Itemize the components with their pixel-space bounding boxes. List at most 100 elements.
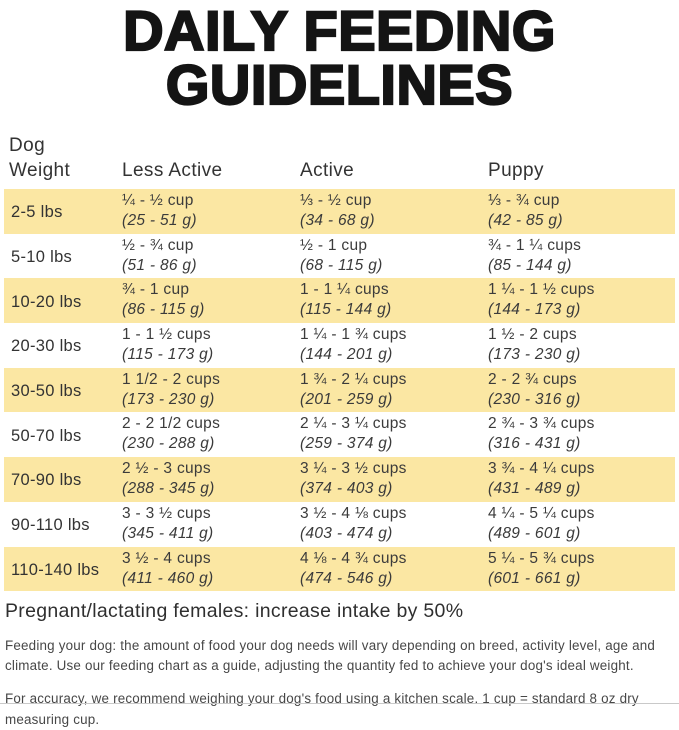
- cups-text: 2 ¾ - 3 ¾ cups: [488, 415, 595, 433]
- weight-cell: 50-70 lbs: [11, 426, 82, 445]
- less-active-cell: 2 ½ - 3 cups (288 - 345 g): [122, 457, 300, 502]
- less-active-cell: 1 - 1 ½ cups (115 - 173 g): [122, 323, 300, 368]
- cups-text: 1 1/2 - 2 cups: [122, 370, 221, 388]
- grams-text: (316 - 431 g): [488, 435, 581, 453]
- cups-text: 2 ½ - 3 cups: [122, 460, 211, 478]
- grams-text: (173 - 230 g): [122, 390, 215, 408]
- cups-text: ½ - ¾ cup: [122, 236, 194, 254]
- header-puppy: Puppy: [488, 160, 544, 181]
- weight-cell: 2-5 lbs: [11, 203, 63, 222]
- weight-cell: 110-140 lbs: [11, 560, 100, 579]
- cups-text: 1 - 1 ½ cups: [122, 326, 211, 344]
- grams-text: (230 - 316 g): [488, 390, 581, 408]
- less-active-cell: ¾ - 1 cup (86 - 115 g): [122, 278, 300, 323]
- weight-cell: 20-30 lbs: [11, 337, 82, 356]
- cups-text: ¾ - 1 ¼ cups: [488, 236, 582, 254]
- weight-cell: 10-20 lbs: [11, 292, 82, 311]
- weight-cell: 30-50 lbs: [11, 382, 82, 401]
- grams-text: (201 - 259 g): [300, 390, 393, 408]
- grams-text: (374 - 403 g): [300, 480, 393, 498]
- active-cell: 1 ¾ - 2 ¼ cups (201 - 259 g): [300, 368, 488, 413]
- weight-cell: 70-90 lbs: [11, 471, 82, 490]
- cups-text: 1 ¼ - 1 ¾ cups: [300, 326, 407, 344]
- table-row: 10-20 lbs ¾ - 1 cup (86 - 115 g) 1 - 1 ¼…: [4, 278, 675, 324]
- puppy-cell: 2 ¾ - 3 ¾ cups (316 - 431 g): [488, 412, 675, 457]
- header-active: Active: [300, 160, 355, 181]
- feeding-note: Feeding your dog: the amount of food you…: [5, 638, 656, 674]
- grams-text: (115 - 144 g): [300, 301, 392, 319]
- accuracy-note: For accuracy, we recommend weighing your…: [5, 691, 639, 727]
- grams-text: (85 - 144 g): [488, 256, 572, 274]
- cups-text: 4 ¼ - 5 ¼ cups: [488, 504, 595, 522]
- grams-text: (345 - 411 g): [122, 524, 214, 542]
- table-row: 5-10 lbs ½ - ¾ cup (51 - 86 g) ½ - 1 cup…: [4, 234, 675, 279]
- grams-text: (230 - 288 g): [122, 435, 215, 453]
- grams-text: (489 - 601 g): [488, 524, 581, 542]
- puppy-cell: ⅓ - ¾ cup (42 - 85 g): [488, 189, 675, 234]
- grams-text: (115 - 173 g): [122, 346, 214, 364]
- active-cell: 3 ½ - 4 ⅛ cups (403 - 474 g): [300, 502, 488, 547]
- less-active-cell: 1 1/2 - 2 cups (173 - 230 g): [122, 368, 300, 413]
- pregnant-note: Pregnant/lactating females: increase int…: [5, 600, 464, 623]
- header-dog-weight: Dog Weight: [4, 133, 122, 186]
- table-row: 110-140 lbs 3 ½ - 4 cups (411 - 460 g) 4…: [4, 546, 675, 592]
- less-active-cell: ¼ - ½ cup (25 - 51 g): [122, 189, 300, 234]
- grams-text: (601 - 661 g): [488, 569, 581, 587]
- cups-text: 1 ½ - 2 cups: [488, 326, 577, 344]
- grams-text: (25 - 51 g): [122, 212, 197, 229]
- puppy-cell: 1 ¼ - 1 ½ cups (144 - 173 g): [488, 278, 675, 323]
- cups-text: 4 ⅛ - 4 ¾ cups: [300, 549, 407, 567]
- cups-text: 1 - 1 ¼ cups: [300, 281, 389, 299]
- table-row: 30-50 lbs 1 1/2 - 2 cups (173 - 230 g) 1…: [4, 367, 675, 413]
- active-cell: 3 ¼ - 3 ½ cups (374 - 403 g): [300, 457, 488, 502]
- cups-text: ¼ - ½ cup: [122, 192, 194, 209]
- cups-text: 2 - 2 1/2 cups: [122, 415, 221, 433]
- less-active-cell: ½ - ¾ cup (51 - 86 g): [122, 234, 300, 279]
- active-cell: 1 - 1 ¼ cups (115 - 144 g): [300, 278, 488, 323]
- table-row: 2-5 lbs ¼ - ½ cup (25 - 51 g) ⅓ - ½ cup …: [4, 189, 675, 234]
- grams-text: (68 - 115 g): [300, 256, 383, 274]
- grams-text: (259 - 374 g): [300, 435, 393, 453]
- page-title: DAILY FEEDING GUIDELINES: [0, 0, 679, 113]
- table-row: 50-70 lbs 2 - 2 1/2 cups (230 - 288 g) 2…: [4, 412, 675, 457]
- active-cell: 1 ¼ - 1 ¾ cups (144 - 201 g): [300, 323, 488, 368]
- weight-cell: 90-110 lbs: [11, 516, 90, 535]
- page-title-line1: DAILY FEEDING: [122, 0, 557, 62]
- cups-text: 3 ¼ - 3 ½ cups: [300, 460, 407, 478]
- grams-text: (42 - 85 g): [488, 212, 563, 229]
- active-cell: 2 ¼ - 3 ¼ cups (259 - 374 g): [300, 412, 488, 457]
- weight-cell: 5-10 lbs: [11, 248, 73, 267]
- grams-text: (411 - 460 g): [122, 569, 214, 587]
- grams-text: (173 - 230 g): [488, 346, 581, 364]
- grams-text: (403 - 474 g): [300, 524, 393, 542]
- cups-text: 1 ¼ - 1 ½ cups: [488, 281, 595, 299]
- puppy-cell: 5 ¼ - 5 ¾ cups (601 - 661 g): [488, 547, 675, 592]
- table-header: Dog Weight Less Active Active Puppy: [4, 133, 675, 186]
- cups-text: 1 ¾ - 2 ¼ cups: [300, 370, 407, 388]
- header-dog-weight-line2: Weight: [9, 160, 71, 181]
- grams-text: (288 - 345 g): [122, 480, 215, 498]
- header-dog-weight-line1: Dog: [9, 135, 46, 156]
- grams-text: (34 - 68 g): [300, 212, 375, 229]
- less-active-cell: 3 ½ - 4 cups (411 - 460 g): [122, 547, 300, 592]
- puppy-cell: ¾ - 1 ¼ cups (85 - 144 g): [488, 234, 675, 279]
- table-row: 20-30 lbs 1 - 1 ½ cups (115 - 173 g) 1 ¼…: [4, 323, 675, 368]
- cups-text: 3 - 3 ½ cups: [122, 504, 211, 522]
- grams-text: (474 - 546 g): [300, 569, 393, 587]
- header-less-active: Less Active: [122, 160, 223, 181]
- cups-text: ⅓ - ½ cup: [300, 192, 372, 209]
- grams-text: (431 - 489 g): [488, 480, 581, 498]
- feeding-table: 2-5 lbs ¼ - ½ cup (25 - 51 g) ⅓ - ½ cup …: [4, 189, 675, 592]
- cups-text: 3 ¾ - 4 ¼ cups: [488, 460, 595, 478]
- cups-text: 3 ½ - 4 ⅛ cups: [300, 504, 407, 522]
- bottom-divider: [0, 703, 679, 704]
- puppy-cell: 2 - 2 ¾ cups (230 - 316 g): [488, 368, 675, 413]
- cups-text: 2 - 2 ¾ cups: [488, 370, 577, 388]
- grams-text: (51 - 86 g): [122, 256, 197, 274]
- less-active-cell: 2 - 2 1/2 cups (230 - 288 g): [122, 412, 300, 457]
- cups-text: ¾ - 1 cup: [122, 281, 190, 299]
- active-cell: ½ - 1 cup (68 - 115 g): [300, 234, 488, 279]
- active-cell: ⅓ - ½ cup (34 - 68 g): [300, 189, 488, 234]
- cups-text: 5 ¼ - 5 ¾ cups: [488, 549, 595, 567]
- cups-text: 3 ½ - 4 cups: [122, 549, 211, 567]
